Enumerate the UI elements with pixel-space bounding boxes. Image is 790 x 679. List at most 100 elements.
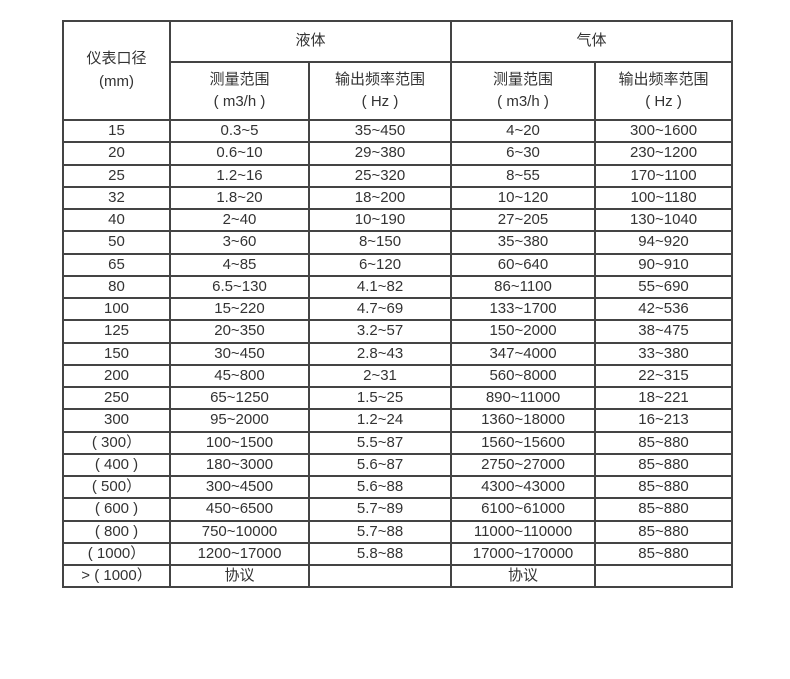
table-cell: 100: [62, 296, 171, 322]
table-row: 150 30~450 2.8~43 347~4000 33~380: [62, 341, 734, 366]
table-cell: 4~20: [450, 118, 597, 144]
table-cell: 35~450: [307, 118, 453, 144]
table-cell: 20~350: [169, 319, 310, 344]
table-cell: 2.8~43: [307, 341, 453, 366]
flow-meter-spec-table: 仪表口径 (mm) 液体 气体 测量范围 ( m3/h ) 输出频率范围 ( H…: [62, 20, 734, 589]
table-row: 125 20~350 3.2~57 150~2000 38~475: [62, 319, 734, 344]
table-cell: 5.8~88: [307, 541, 453, 567]
table-cell: 4~85: [169, 252, 310, 277]
table-cell: 1.8~20: [169, 185, 310, 211]
table-cell: 95~2000: [169, 408, 310, 433]
table-row: 250 65~1250 1.5~25 890~11000 18~221: [62, 385, 734, 411]
table-row: 65 4~85 6~120 60~640 90~910: [62, 252, 734, 277]
table-cell: 300~4500: [169, 474, 310, 500]
table-cell: 8~150: [307, 230, 453, 255]
table-row: 20 0.6~10 29~380 6~30 230~1200: [62, 141, 734, 166]
table-row: 300 95~2000 1.2~24 1360~18000 16~213: [62, 408, 734, 433]
table-cell: 11000~110000: [450, 519, 597, 544]
table-cell: 3~60: [169, 230, 310, 255]
table-cell: 100~1180: [594, 185, 734, 211]
table-cell: 27~205: [450, 207, 597, 233]
table-row: ( 400 ) 180~3000 5.6~87 2750~27000 85~880: [62, 452, 734, 478]
header-gas-freq-range: 输出频率范围 ( Hz ): [594, 61, 734, 121]
table-cell: 6~120: [307, 252, 453, 277]
table-cell: 150: [62, 341, 171, 366]
table-row: 15 0.3~5 35~450 4~20 300~1600: [62, 118, 734, 144]
table-cell: 85~880: [594, 474, 734, 500]
table-cell: 86~1100: [450, 274, 597, 300]
table-cell: 20: [62, 141, 171, 166]
table-cell: 1200~17000: [169, 541, 310, 567]
table-cell: 50: [62, 230, 171, 255]
table-cell: 5.6~88: [307, 474, 453, 500]
table-cell: 60~640: [450, 252, 597, 277]
table-row: 32 1.8~20 18~200 10~120 100~1180: [62, 185, 734, 211]
table-cell: 30~450: [169, 341, 310, 366]
table-cell: 18~221: [594, 385, 734, 411]
header-group-liquid: 液体: [168, 20, 453, 63]
table-cell: ( 500）: [62, 474, 171, 500]
table-cell: 协议: [450, 563, 597, 589]
table-cell: [594, 563, 734, 589]
table-cell: 40: [62, 207, 171, 233]
table-cell: 85~880: [594, 452, 734, 478]
table-cell: 2~31: [307, 363, 453, 389]
table-cell: [307, 563, 453, 589]
header-liquid-measure-label: 测量范围: [209, 70, 270, 88]
header-diameter-label: 仪表口径: [86, 50, 147, 68]
table-cell: 8~55: [450, 163, 597, 188]
table-cell: 4.7~69: [307, 296, 453, 322]
table-cell: 150~2000: [450, 319, 597, 344]
table-cell: 85~880: [594, 497, 734, 522]
header-sub-row: 测量范围 ( m3/h ) 输出频率范围 ( Hz ) 测量范围 ( m3/h …: [63, 61, 734, 121]
table-cell: 10~120: [450, 185, 597, 211]
header-liquid-freq-unit: ( Hz ): [361, 93, 399, 110]
table-cell: 1360~18000: [450, 408, 597, 433]
table-cell: 230~1200: [594, 141, 734, 166]
table-cell: 25: [62, 163, 171, 188]
header-gas-measure-range: 测量范围 ( m3/h ): [450, 61, 597, 121]
table-cell: 750~10000: [169, 519, 310, 544]
table-cell: 65~1250: [169, 385, 310, 411]
table-cell: 2~40: [169, 207, 310, 233]
table-cell: 300~1600: [594, 118, 734, 144]
table-row: ( 800 ) 750~10000 5.7~88 11000~110000 85~880: [62, 519, 734, 544]
header-gas-freq-label: 输出频率范围: [618, 70, 709, 88]
table-cell: 890~11000: [450, 385, 597, 411]
table-cell: 42~536: [594, 296, 734, 322]
table-cell: 0.3~5: [169, 118, 310, 144]
table-cell: 65: [62, 252, 171, 277]
header-diameter-unit: (mm): [99, 72, 134, 90]
table-row: ( 500） 300~4500 5.6~88 4300~43000 85~880: [62, 474, 734, 500]
table-cell: 4.1~82: [307, 274, 453, 300]
table-header: 仪表口径 (mm) 液体 气体 测量范围 ( m3/h ) 输出频率范围 ( H…: [62, 20, 734, 121]
table-row: ( 1000） 1200~17000 5.8~88 17000~170000 85~88…: [62, 541, 734, 567]
table-cell: 17000~170000: [450, 541, 597, 567]
table-cell: 5.7~88: [307, 519, 453, 544]
table-cell: 3.2~57: [307, 319, 453, 344]
table-cell: 1.2~16: [169, 163, 310, 188]
table-row: 100 15~220 4.7~69 133~1700 42~536: [62, 296, 734, 322]
header-liquid-measure-unit: ( m3/h ): [213, 93, 266, 110]
table-cell: 180~3000: [169, 452, 310, 478]
table-cell: 5.7~89: [307, 497, 453, 522]
table-cell: 85~880: [594, 430, 734, 455]
table-cell: 6.5~130: [169, 274, 310, 300]
table-row: 25 1.2~16 25~320 8~55 170~1100: [62, 163, 734, 188]
table-cell: 4300~43000: [450, 474, 597, 500]
table-cell: 560~8000: [450, 363, 597, 389]
table-cell: 1.2~24: [307, 408, 453, 433]
header-liquid-freq-range: 输出频率范围 ( Hz ): [307, 61, 453, 121]
table-cell: 170~1100: [594, 163, 734, 188]
table-cell: ( 1000）: [62, 541, 171, 567]
table-cell: 15~220: [169, 296, 310, 322]
table-cell: ( 300）: [62, 430, 171, 455]
table-row: ( 300） 100~1500 5.5~87 1560~15600 85~880: [62, 430, 734, 455]
table-cell: 130~1040: [594, 207, 734, 233]
table-cell: 2750~27000: [450, 452, 597, 478]
table-cell: 200: [62, 363, 171, 389]
table-cell: 33~380: [594, 341, 734, 366]
header-diameter: 仪表口径 (mm): [62, 20, 171, 121]
table-cell: 32: [62, 185, 171, 211]
table-cell: 80: [62, 274, 171, 300]
